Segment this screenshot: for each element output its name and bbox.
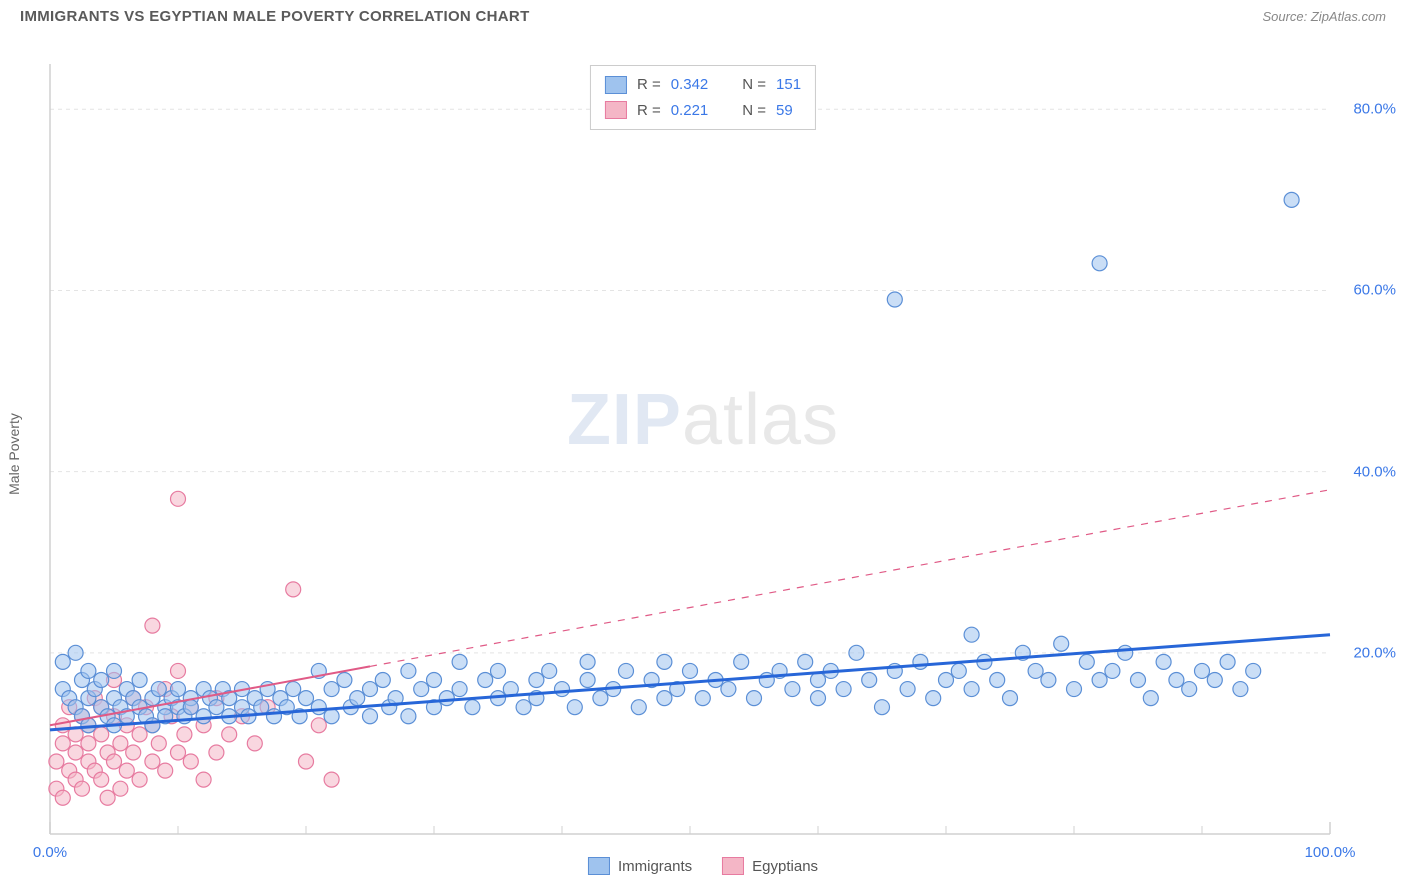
n-value: 59 xyxy=(776,98,793,124)
legend-series-label: Egyptians xyxy=(752,858,818,875)
r-value: 0.221 xyxy=(671,98,709,124)
y-axis-label: Male Poverty xyxy=(6,413,22,495)
legend-swatch xyxy=(588,857,610,875)
x-tick-label: 100.0% xyxy=(1305,844,1356,861)
y-tick-label: 40.0% xyxy=(1353,463,1396,480)
y-tick-label: 80.0% xyxy=(1353,101,1396,118)
n-label: N = xyxy=(742,98,766,124)
y-tick-label: 60.0% xyxy=(1353,282,1396,299)
chart-area: Male Poverty ZIPatlas R =0.342N =151R =0… xyxy=(0,29,1406,879)
legend-stat-row: R = 0.221 N = 59 xyxy=(605,98,801,124)
legend-swatch xyxy=(722,857,744,875)
scatter-plot-svg xyxy=(0,29,1406,879)
n-value: 151 xyxy=(776,72,801,98)
legend-stat-row: R = 0.342 N = 151 xyxy=(605,72,801,98)
correlation-legend: R = 0.342 N = 151 R = 0.221 N = 59 xyxy=(590,65,816,130)
series-legend: Immigrants Egyptians xyxy=(588,857,818,875)
legend-swatch xyxy=(605,76,627,94)
r-label: R = xyxy=(637,72,661,98)
source-label: Source: ZipAtlas.com xyxy=(1262,9,1386,24)
r-label: R = xyxy=(637,98,661,124)
y-tick-label: 20.0% xyxy=(1353,644,1396,661)
chart-title: IMMIGRANTS VS EGYPTIAN MALE POVERTY CORR… xyxy=(20,8,530,25)
legend-series-item: Immigrants xyxy=(588,857,692,875)
r-value: 0.342 xyxy=(671,72,709,98)
x-tick-label: 0.0% xyxy=(33,844,67,861)
header: IMMIGRANTS VS EGYPTIAN MALE POVERTY CORR… xyxy=(0,0,1406,29)
n-label: N = xyxy=(742,72,766,98)
legend-series-label: Immigrants xyxy=(618,858,692,875)
legend-series-item: Egyptians xyxy=(722,857,818,875)
legend-swatch xyxy=(605,101,627,119)
